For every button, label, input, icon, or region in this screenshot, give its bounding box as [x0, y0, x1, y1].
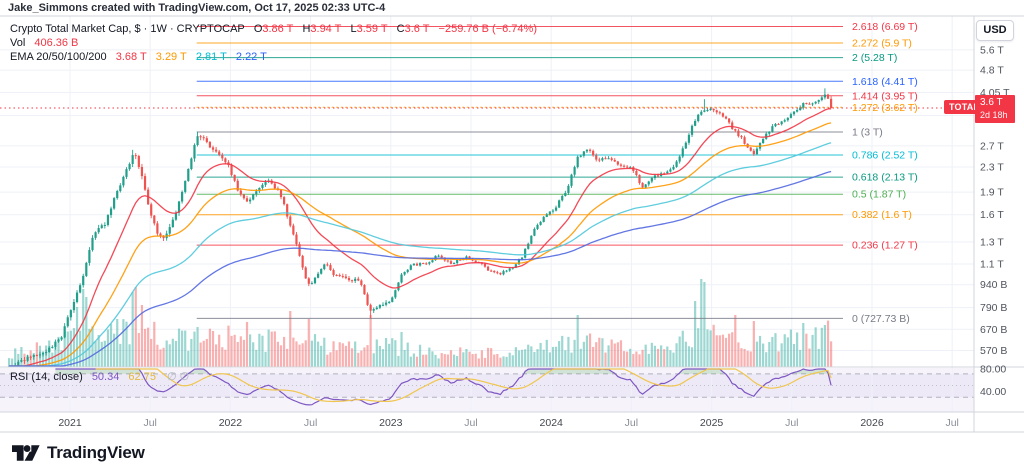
last-price-value: 3.6 T [980, 97, 1003, 108]
rsi-axis-tick[interactable]: 40.00 [980, 386, 1006, 398]
ohlc-open-label: O [253, 23, 263, 35]
time-axis-tick[interactable]: 2026 [860, 417, 884, 429]
ema20-value: 3.68 T [115, 51, 147, 63]
bar-countdown: 2d 18h [980, 110, 1008, 120]
fib-level-label: 1.414 (3.95 T) [852, 90, 918, 102]
symbol-legend[interactable]: Crypto Total Market Cap, $ · 1W · CRYPTO… [10, 22, 537, 64]
price-axis-tick[interactable]: 1.3 T [980, 237, 1004, 249]
currency-toggle[interactable]: USD [976, 20, 1014, 41]
fib-level-label: 0.236 (1.27 T) [852, 240, 918, 252]
tradingview-logo-icon [12, 445, 40, 461]
price-axis-tick[interactable]: 1.9 T [980, 187, 1004, 199]
price-axis-tick[interactable]: 1.6 T [980, 209, 1004, 221]
price-axis-tick[interactable]: 670 B [980, 324, 1007, 336]
fib-level-label: 0.618 (2.13 T) [852, 172, 918, 184]
ema100-value: 2.81 T [195, 51, 227, 63]
price-axis-tick[interactable]: 2.3 T [980, 161, 1004, 173]
price-axis-tick[interactable]: 940 B [980, 279, 1007, 291]
volume-label: Vol [10, 37, 26, 49]
price-axis-tick[interactable]: 4.8 T [980, 65, 1004, 77]
price-axis-tick[interactable]: 790 B [980, 302, 1007, 314]
chart-attribution: Jake_Simmons created with TradingView.co… [8, 2, 386, 14]
fib-level-label: 2.272 (5.9 T) [852, 37, 912, 49]
rsi-axis-tick[interactable]: 80.00 [980, 364, 1006, 376]
ema50-value: 3.29 T [155, 51, 187, 63]
time-axis-tick[interactable]: 2025 [700, 417, 724, 429]
time-axis-tick[interactable]: Jul [625, 417, 638, 429]
rsi-title[interactable]: RSI (14, close) [10, 371, 83, 383]
ema200-value: 2.22 T [235, 51, 267, 63]
time-axis-tick[interactable]: Jul [304, 417, 317, 429]
fib-level-label: 0.5 (1.87 T) [852, 189, 906, 201]
rsi-legend[interactable]: RSI (14, close) 50.34 62.75 ∅ ∅ [10, 370, 189, 383]
fib-level-label: 1.618 (4.41 T) [852, 76, 918, 88]
fib-level-label: 2 (5.28 T) [852, 52, 897, 64]
ohlc-low-label: L [350, 23, 357, 35]
price-axis-tick[interactable]: 570 B [980, 345, 1007, 357]
tradingview-logo-text: TradingView [47, 443, 145, 462]
time-axis-tick[interactable]: Jul [464, 417, 477, 429]
fib-level-label: 0.786 (2.52 T) [852, 149, 918, 161]
fib-level-label: 0 (727.73 B) [852, 313, 910, 325]
ohlc-open-value: 3.86 T [262, 23, 294, 35]
ohlc-high-value: 3.94 T [310, 23, 342, 35]
time-axis-tick[interactable]: 2023 [379, 417, 403, 429]
time-axis-tick[interactable]: Jul [143, 417, 156, 429]
ohlc-high-label: H [302, 23, 311, 35]
tradingview-logo[interactable]: TradingView [12, 442, 145, 464]
symbol-title[interactable]: Crypto Total Market Cap, $ · 1W · CRYPTO… [10, 23, 245, 35]
time-axis-tick[interactable]: Jul [785, 417, 798, 429]
ohlc-low-value: 3.59 T [356, 23, 388, 35]
last-price-label: 3.6 T 2d 18h [975, 95, 1015, 123]
change-value: −259.76 B (−6.74%) [438, 23, 537, 35]
time-axis-tick[interactable]: 2024 [540, 417, 564, 429]
fib-level-label: 0.382 (1.6 T) [852, 209, 912, 221]
price-axis-tick[interactable]: 5.6 T [980, 44, 1004, 56]
price-line-source-badge: TOTAL [944, 100, 985, 114]
rsi-hidden-icons[interactable]: ∅ ∅ [167, 371, 190, 383]
fib-level-label: 2.618 (6.69 T) [852, 21, 918, 33]
rsi-value: 50.34 [91, 371, 120, 383]
fib-level-label: 1.272 (3.62 T) [852, 102, 918, 114]
rsi-ma-value: 62.75 [128, 371, 156, 383]
ohlc-close-value: 3.6 T [404, 23, 430, 35]
volume-value: 406.36 B [34, 37, 79, 49]
ema-legend-row[interactable]: EMA 20/50/100/200 3.68 T 3.29 T 2.81 T 2… [10, 50, 537, 64]
fib-level-label: 1 (3 T) [852, 127, 883, 139]
time-axis-tick[interactable]: 2022 [219, 417, 243, 429]
symbol-legend-row-main[interactable]: Crypto Total Market Cap, $ · 1W · CRYPTO… [10, 22, 537, 36]
price-axis-tick[interactable]: 1.1 T [980, 259, 1004, 271]
volume-legend-row[interactable]: Vol 406.36 B [10, 36, 537, 50]
time-axis-tick[interactable]: Jul [945, 417, 958, 429]
ohlc-close-label: C [396, 23, 405, 35]
price-axis-tick[interactable]: 2.7 T [980, 140, 1004, 152]
time-axis-tick[interactable]: 2021 [58, 417, 82, 429]
ema-label: EMA 20/50/100/200 [10, 51, 107, 63]
